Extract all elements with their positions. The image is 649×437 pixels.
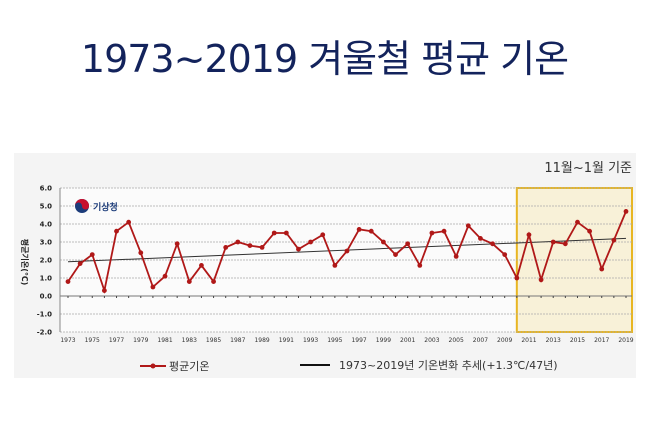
logo-icon-red [75, 199, 89, 210]
x-tick-label: 1995 [327, 337, 342, 344]
data-point [502, 252, 508, 257]
x-tick-label: 1973 [60, 337, 75, 344]
x-tick-label: 2005 [449, 337, 464, 344]
legend-label: 1973~2019년 기온변화 추세(+1.3℃/47년) [339, 359, 558, 372]
data-point [235, 239, 241, 245]
data-point [478, 236, 483, 241]
data-point [296, 246, 301, 252]
x-tick-label: 1977 [109, 337, 124, 344]
data-point [138, 250, 144, 256]
data-point [514, 275, 520, 281]
data-point [186, 279, 192, 284]
legend-label: 평균기온 [169, 360, 209, 373]
legend-marker [150, 363, 156, 369]
logo-text: 기상청 [93, 201, 118, 213]
data-point [429, 230, 435, 236]
y-tick-label: 5.0 [40, 203, 53, 211]
page-title: 1973~2019 겨울철 평균 기온 [80, 37, 569, 81]
x-tick-label: 2015 [570, 337, 585, 344]
data-point [101, 288, 107, 293]
x-tick-label: 2003 [424, 337, 439, 344]
data-point [114, 228, 119, 234]
x-tick-label: 1999 [376, 337, 391, 344]
y-tick-label: -1.0 [37, 311, 52, 319]
data-point [259, 245, 265, 250]
data-point [453, 254, 459, 259]
data-point [393, 252, 398, 257]
y-tick-label: -2.0 [37, 329, 52, 337]
data-point [575, 219, 580, 225]
data-point [211, 279, 216, 284]
data-point [380, 239, 386, 245]
x-tick-label: 1987 [230, 337, 245, 344]
x-tick-label: 1991 [279, 337, 294, 344]
x-tick-label: 1981 [157, 337, 172, 344]
x-tick-label: 1975 [85, 337, 100, 344]
x-tick-label: 2013 [546, 337, 561, 344]
x-tick-label: 1979 [133, 337, 148, 344]
y-tick-label: 0.0 [40, 293, 53, 301]
chart-subtitle: 11월~1월 기준 [544, 161, 632, 176]
data-point [526, 232, 532, 238]
data-point [465, 223, 471, 229]
data-point [599, 266, 605, 272]
y-axis-label: 평균기온(℃) [20, 239, 30, 285]
data-point [441, 228, 447, 234]
x-tick-label: 2011 [521, 337, 536, 344]
data-point [417, 263, 423, 268]
data-point [623, 209, 629, 214]
x-tick-label: 1997 [351, 337, 366, 344]
data-point [562, 241, 568, 247]
data-point [126, 219, 132, 225]
x-tick-label: 2001 [400, 337, 415, 344]
x-tick-label: 2007 [473, 337, 488, 344]
data-point [490, 241, 495, 247]
x-tick-label: 2017 [594, 337, 609, 344]
data-point [332, 263, 338, 268]
data-point [356, 227, 362, 232]
y-tick-label: 6.0 [40, 185, 53, 193]
data-point [344, 248, 350, 254]
data-point [150, 284, 156, 290]
data-point [65, 279, 71, 284]
y-tick-label: 2.0 [40, 257, 53, 265]
x-tick-label: 1993 [303, 337, 318, 344]
data-point [199, 263, 204, 268]
x-tick-label: 1985 [206, 337, 221, 344]
data-point [247, 243, 253, 249]
data-point [77, 261, 83, 266]
data-point [587, 228, 593, 234]
x-tick-label: 1983 [182, 337, 197, 344]
data-point [174, 241, 180, 247]
data-point [162, 273, 168, 279]
x-tick-label: 2019 [618, 337, 633, 344]
data-point [320, 232, 326, 238]
data-point [308, 239, 314, 245]
data-point [538, 277, 544, 283]
data-point [405, 241, 411, 247]
data-point [368, 228, 374, 234]
x-tick-label: 2009 [497, 337, 512, 344]
y-tick-label: 1.0 [40, 275, 53, 283]
data-point [223, 245, 229, 250]
data-point [611, 237, 617, 243]
data-point [89, 252, 95, 257]
data-point [283, 230, 289, 236]
data-point [271, 230, 277, 236]
x-tick-label: 1989 [254, 337, 269, 344]
data-point [550, 239, 556, 245]
y-tick-label: 4.0 [40, 221, 53, 229]
y-tick-label: 3.0 [40, 239, 53, 247]
